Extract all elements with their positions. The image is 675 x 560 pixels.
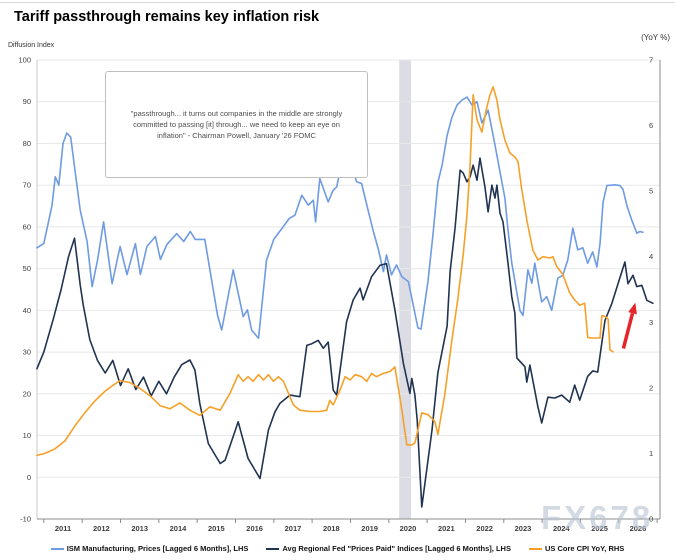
legend-label: Avg Regional Fed "Prices Paid" Indices [… (282, 544, 511, 553)
x-tick-label: 2017 (285, 524, 302, 533)
left-tick-label: 60 (23, 222, 31, 231)
legend-label: ISM Manufacturing, Prices [Lagged 6 Mont… (66, 544, 249, 553)
left-tick-label: 30 (23, 348, 31, 357)
right-axis-title: (YoY %) (641, 33, 670, 42)
right-tick-label: 4 (649, 252, 653, 261)
right-tick-label: 6 (649, 121, 653, 130)
left-tick-label: 10 (23, 431, 31, 440)
left-tick-label: 90 (23, 97, 31, 106)
x-tick-label: 2025 (591, 524, 608, 533)
right-tick-label: 0 (649, 515, 653, 524)
series-line-2 (36, 86, 614, 457)
x-tick-label: 2018 (323, 524, 340, 533)
left-tick-label: 20 (23, 389, 31, 398)
x-tick-label: 2020 (400, 524, 417, 533)
right-tick-label: 2 (649, 383, 653, 392)
x-tick-label: 2026 (630, 524, 647, 533)
legend-item: US Core CPI YoY, RHS (528, 544, 625, 553)
left-tick-label: 40 (23, 306, 31, 315)
legend: ISM Manufacturing, Prices [Lagged 6 Mont… (0, 544, 675, 553)
recession-band (399, 60, 412, 519)
powell-quote-text: "passthrough... it turns out companies i… (130, 109, 343, 140)
top-divider (0, 2, 675, 3)
legend-item: Avg Regional Fed "Prices Paid" Indices [… (266, 544, 511, 553)
x-tick-label: 2014 (170, 524, 188, 533)
legend-label: US Core CPI YoY, RHS (544, 544, 625, 553)
x-tick-label: 2023 (515, 524, 532, 533)
x-tick-label: 2024 (553, 524, 571, 533)
powell-quote-box: "passthrough... it turns out companies i… (105, 71, 368, 178)
legend-dash (528, 547, 542, 550)
right-tick-label: 5 (649, 187, 653, 196)
left-tick-label: 100 (18, 56, 31, 65)
x-tick-label: 2022 (476, 524, 493, 533)
left-tick-label: 70 (23, 181, 31, 190)
annotation-arrow-head (628, 302, 637, 315)
left-tick-label: 50 (23, 264, 31, 273)
annotation-arrow-shaft (621, 312, 635, 349)
legend-item: ISM Manufacturing, Prices [Lagged 6 Mont… (50, 544, 249, 553)
right-tick-label: 7 (649, 56, 653, 65)
x-tick-label: 2021 (438, 524, 455, 533)
x-tick-label: 2011 (55, 524, 71, 533)
legend-dash (266, 547, 280, 550)
series-line-1 (36, 157, 654, 508)
left-tick-label: 0 (27, 473, 31, 482)
x-tick-label: 2019 (361, 524, 378, 533)
x-tick-label: 2012 (93, 524, 110, 533)
x-tick-label: 2015 (208, 524, 225, 533)
right-tick-label: 1 (649, 449, 653, 458)
left-tick-label: 80 (23, 139, 31, 148)
left-axis-title: Diffusion Index (8, 42, 55, 49)
left-tick-label: -10 (20, 515, 31, 524)
x-tick-label: 2016 (246, 524, 263, 533)
x-tick-label: 2013 (131, 524, 148, 533)
fx678-watermark: FX678 (541, 499, 654, 536)
right-tick-label: 3 (649, 318, 653, 327)
page-title: Tariff passthrough remains key inflation… (14, 9, 320, 25)
legend-dash (50, 547, 64, 550)
